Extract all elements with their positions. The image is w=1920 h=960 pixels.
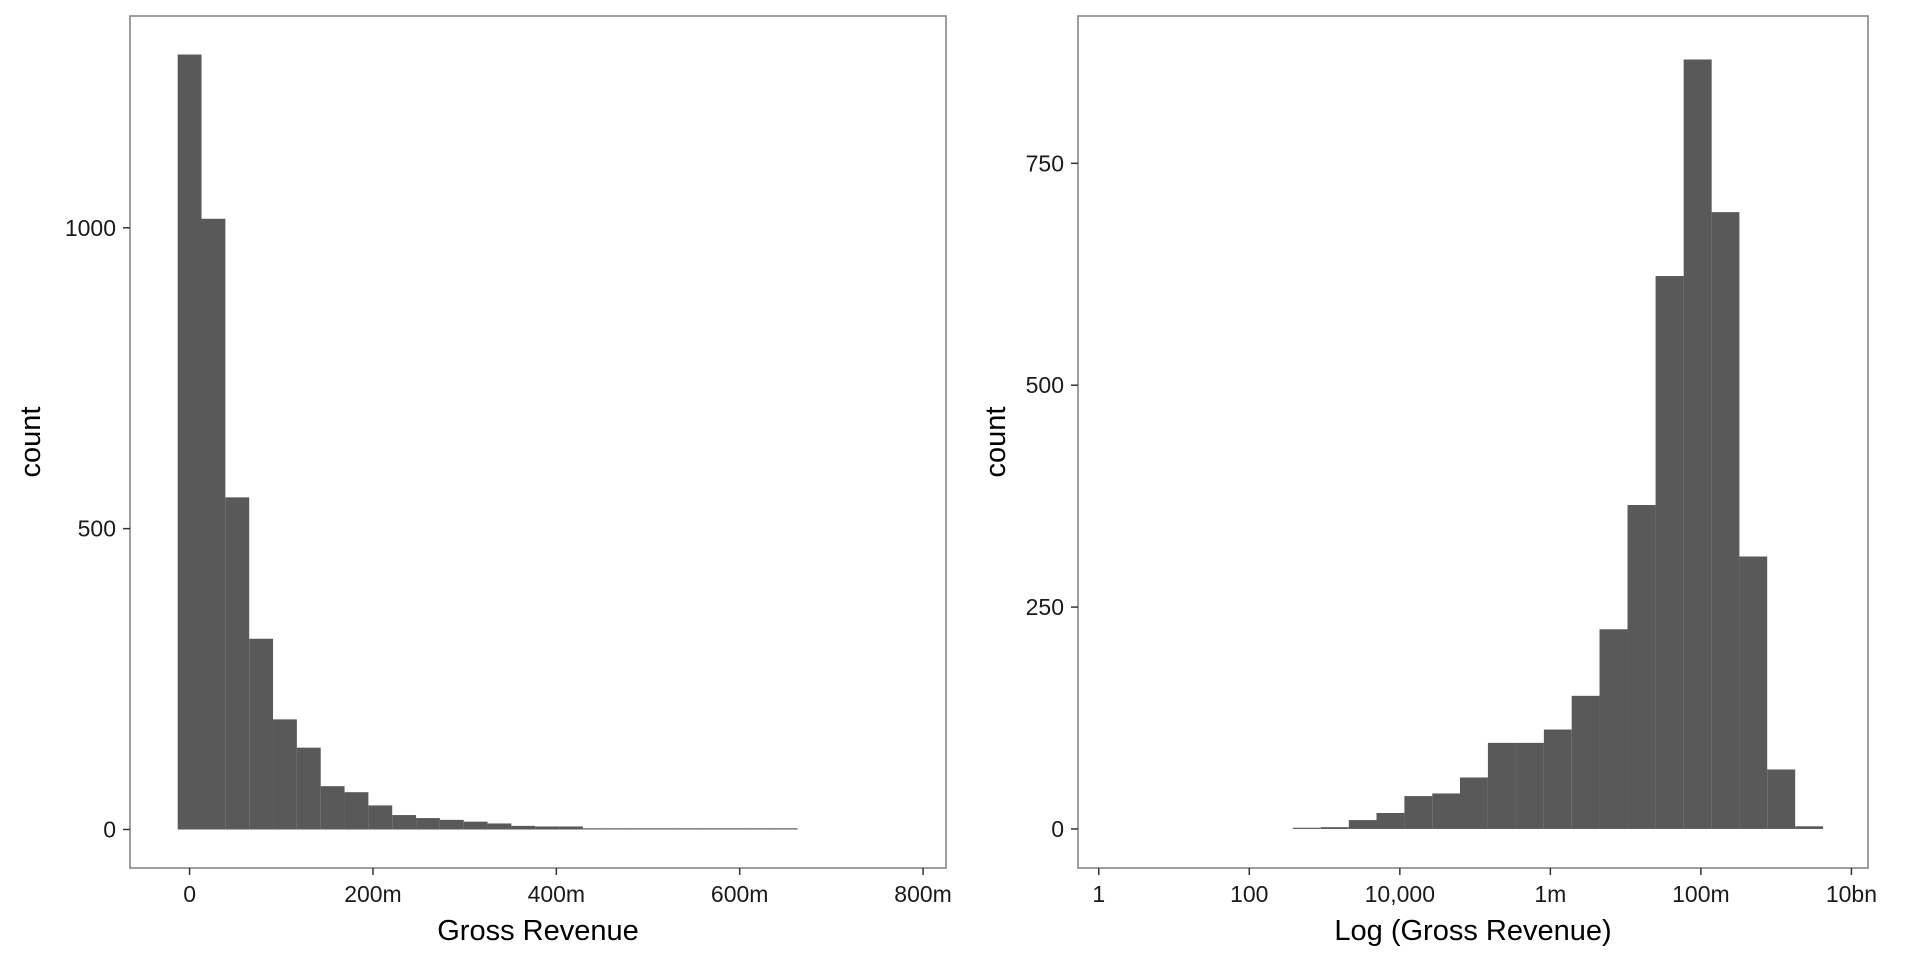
log-gross-revenue-x-axis-title: Log (Gross Revenue) bbox=[1334, 915, 1611, 947]
gross-revenue-bar-14 bbox=[511, 825, 536, 830]
gross-revenue-bar-17 bbox=[582, 828, 607, 830]
log-gross-revenue-bar-12 bbox=[1627, 505, 1656, 829]
log-gross-revenue-x-tick-label-5: 10bn bbox=[1826, 881, 1877, 907]
log-gross-revenue-y-tick-label-0: 0 bbox=[1051, 816, 1064, 842]
gross-revenue-bar-6 bbox=[320, 786, 345, 830]
gross-revenue-y-tick-label-2: 1000 bbox=[65, 215, 116, 241]
log-gross-revenue-plot-frame bbox=[1077, 15, 1869, 869]
gross-revenue-y-tick-label-0: 0 bbox=[103, 816, 116, 842]
gross-revenue-y-tick-label-1: 500 bbox=[78, 516, 116, 542]
log-gross-revenue-bar-4 bbox=[1404, 796, 1433, 829]
gross-revenue-bar-12 bbox=[463, 821, 488, 830]
gross-revenue-x-tick-label-3: 600m bbox=[711, 881, 769, 907]
log-gross-revenue-bar-6 bbox=[1459, 777, 1488, 829]
gross-revenue-bar-13 bbox=[487, 823, 512, 830]
gross-revenue-bar-7 bbox=[344, 792, 369, 830]
gross-revenue-bar-20 bbox=[654, 828, 679, 830]
log-gross-revenue-bar-5 bbox=[1432, 793, 1460, 829]
log-gross-revenue-y-axis: 0 250 500 750 bbox=[1026, 150, 1078, 842]
log-gross-revenue-x-tick-label-2: 10,000 bbox=[1365, 881, 1435, 907]
log-gross-revenue-bar-16 bbox=[1739, 556, 1768, 829]
gross-revenue-x-axis-title: Gross Revenue bbox=[437, 915, 639, 947]
log-gross-revenue-bar-7 bbox=[1487, 742, 1517, 829]
log-gross-revenue-bar-14 bbox=[1683, 59, 1712, 829]
gross-revenue-x-tick-label-2: 400m bbox=[528, 881, 586, 907]
log-gross-revenue-x-axis: 1 100 10,000 1m 100m 10bn bbox=[1092, 868, 1877, 907]
gross-revenue-bar-5 bbox=[296, 747, 321, 830]
log-gross-revenue-bar-9 bbox=[1543, 729, 1572, 829]
gross-revenue-plot-frame bbox=[129, 15, 947, 869]
gross-revenue-bar-18 bbox=[606, 828, 631, 830]
log-gross-revenue-y-tick-label-2: 500 bbox=[1026, 372, 1064, 398]
log-gross-revenue-bar-13 bbox=[1655, 276, 1684, 829]
gross-revenue-x-tick-label-4: 800m bbox=[894, 881, 952, 907]
gross-revenue-bar-8 bbox=[368, 805, 393, 830]
log-gross-revenue-x-tick-label-3: 1m bbox=[1534, 881, 1566, 907]
log-gross-revenue-y-tick-label-1: 250 bbox=[1026, 594, 1064, 620]
gross-revenue-bar-24 bbox=[749, 828, 774, 830]
log-gross-revenue-bar-2 bbox=[1348, 820, 1377, 829]
gross-revenue-bar-15 bbox=[535, 826, 560, 830]
log-gross-revenue-bar-15 bbox=[1711, 212, 1740, 829]
gross-revenue-bar-16 bbox=[559, 826, 583, 830]
gross-revenue-bar-25 bbox=[773, 828, 798, 830]
log-gross-revenue-histogram: 1 100 10,000 1m 100m 10bn 0 250 500 750 Log (Gro… bbox=[980, 15, 1877, 947]
log-gross-revenue-y-tick-label-3: 750 bbox=[1026, 150, 1064, 176]
gross-revenue-y-axis-title: count bbox=[15, 407, 47, 478]
log-gross-revenue-x-tick-label-0: 1 bbox=[1092, 881, 1105, 907]
gross-revenue-bar-22 bbox=[702, 828, 726, 830]
gross-revenue-bar-4 bbox=[273, 719, 297, 830]
gross-revenue-bar-1 bbox=[201, 218, 226, 830]
log-gross-revenue-bar-17 bbox=[1767, 769, 1796, 829]
gross-revenue-bar-11 bbox=[439, 819, 464, 830]
log-gross-revenue-bar-18 bbox=[1795, 826, 1824, 829]
gross-revenue-histogram: 0 200m 400m 600m 800m 0 500 1000 Gross Revenue… bbox=[15, 15, 952, 947]
log-gross-revenue-bar-1 bbox=[1320, 827, 1349, 829]
log-gross-revenue-bars bbox=[1292, 59, 1824, 829]
gross-revenue-bar-3 bbox=[249, 638, 274, 830]
gross-revenue-bar-0 bbox=[177, 54, 202, 830]
log-gross-revenue-x-tick-label-1: 100 bbox=[1230, 881, 1268, 907]
gross-revenue-bar-19 bbox=[630, 828, 655, 830]
gross-revenue-bars bbox=[177, 54, 798, 830]
log-gross-revenue-y-axis-title: count bbox=[980, 407, 1012, 478]
log-gross-revenue-bar-8 bbox=[1516, 742, 1544, 829]
log-gross-revenue-bar-10 bbox=[1571, 695, 1600, 829]
gross-revenue-bar-10 bbox=[416, 818, 440, 830]
gross-revenue-bar-9 bbox=[392, 815, 417, 830]
gross-revenue-x-axis: 0 200m 400m 600m 800m bbox=[183, 868, 952, 907]
log-gross-revenue-bar-11 bbox=[1599, 629, 1628, 829]
gross-revenue-bar-2 bbox=[225, 497, 250, 830]
log-gross-revenue-bar-0 bbox=[1292, 827, 1321, 829]
log-gross-revenue-x-tick-label-4: 100m bbox=[1672, 881, 1730, 907]
gross-revenue-bar-21 bbox=[678, 828, 703, 830]
log-gross-revenue-bar-3 bbox=[1376, 812, 1405, 829]
gross-revenue-bar-23 bbox=[725, 828, 750, 830]
gross-revenue-x-tick-label-0: 0 bbox=[183, 881, 196, 907]
gross-revenue-y-axis: 0 500 1000 bbox=[65, 215, 130, 842]
gross-revenue-x-tick-label-1: 200m bbox=[344, 881, 402, 907]
